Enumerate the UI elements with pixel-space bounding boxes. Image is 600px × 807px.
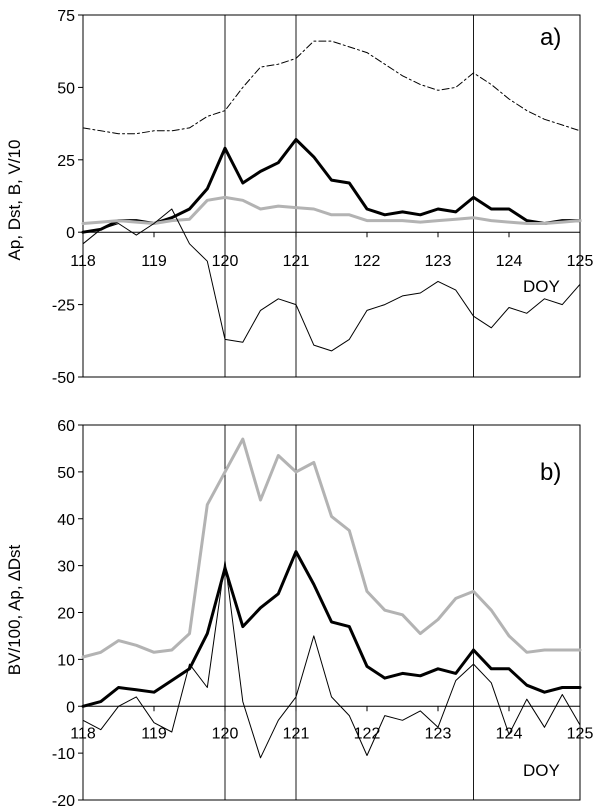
panel-b-series-bv100 — [81, 437, 582, 659]
panel-b-xtick-label: 121 — [283, 725, 310, 742]
panel-b-series-ap — [81, 550, 582, 708]
panel-a-xtick-label: 125 — [567, 253, 594, 270]
panel-b-ytick-label: 0 — [66, 699, 75, 716]
panel-b-xlabel: DOY — [523, 761, 560, 780]
panel-b-ytick-label: -20 — [52, 793, 75, 807]
panel-a-label: a) — [540, 24, 561, 51]
panel-b-series-dst — [82, 560, 581, 759]
panel-a-ytick-label: 0 — [66, 225, 75, 242]
panel-a-xtick-label: 121 — [283, 253, 310, 270]
panel-a-xtick-label: 123 — [425, 253, 452, 270]
panel-b-xtick-label: 120 — [212, 725, 239, 742]
panel-a-ytick-label: 50 — [57, 80, 75, 97]
panel-a-xtick-label: 118 — [70, 253, 96, 270]
panel-a-plot: 118 119 120 121 122 123 124 125 75 50 25 0 -25 -50 — [52, 8, 594, 387]
panel-a-series-dst — [82, 208, 581, 352]
panel-a-xtick-label: 122 — [354, 253, 381, 270]
panel-b-ytick-label: -10 — [52, 746, 75, 763]
panel-a-ytick-label: -50 — [52, 370, 75, 387]
panel-a-xtick-label: 119 — [141, 253, 167, 270]
panel-b-ytick-label: 40 — [57, 512, 75, 529]
panel-a-xtick-label: 124 — [496, 253, 523, 270]
panel-a-ylabel: Ap, Dst, B, V/10 — [5, 140, 24, 261]
panel-b-xtick-label: 118 — [70, 725, 96, 742]
panel-a-series-ap — [81, 138, 582, 234]
panel-b-ytick-label: 60 — [57, 418, 75, 435]
panel-b-xtick-label: 119 — [141, 725, 167, 742]
panel-a-ytick-label: -25 — [52, 298, 75, 315]
panel-a-ytick-label: 25 — [57, 153, 75, 170]
panel-a-frame — [82, 14, 581, 378]
panel-b-xtick-label: 123 — [425, 725, 452, 742]
panel-b-ytick-label: 10 — [57, 652, 75, 669]
panel-b-label: b) — [540, 459, 561, 486]
panel-a-xtick-label: 120 — [212, 253, 239, 270]
panel-b-ytick-label: 20 — [57, 606, 75, 623]
panel-b-ytick-label: 30 — [57, 559, 75, 576]
panel-a-series-v10 — [82, 40, 581, 135]
panel-b-ylabel: BV/100, Ap, ∆Dst — [5, 545, 24, 676]
panel-a-ytick-label: 75 — [57, 8, 75, 25]
panel-b-plot: 118 119 120 121 122 123 124 1256050403020100-10… — [52, 418, 594, 807]
panel-b-xtick-label: 125 — [567, 725, 594, 742]
panel-a-series-b — [81, 195, 582, 225]
panel-b-xtick-label: 122 — [354, 725, 381, 742]
panel-b-ytick-label: 50 — [57, 465, 75, 482]
panel-a-xlabel: DOY — [523, 277, 560, 296]
